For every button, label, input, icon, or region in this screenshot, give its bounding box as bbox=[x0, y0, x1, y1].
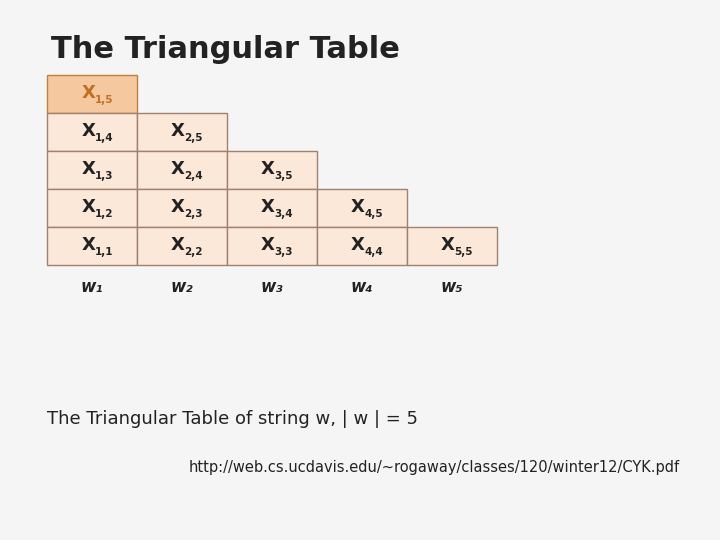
FancyBboxPatch shape bbox=[47, 189, 137, 227]
Text: 5,5: 5,5 bbox=[454, 247, 472, 256]
Text: 4,4: 4,4 bbox=[364, 247, 383, 256]
Text: 1,3: 1,3 bbox=[94, 171, 113, 181]
Text: 3,5: 3,5 bbox=[274, 171, 293, 181]
FancyBboxPatch shape bbox=[137, 189, 227, 227]
Text: X: X bbox=[81, 236, 95, 254]
Text: w₃: w₃ bbox=[261, 278, 283, 296]
FancyBboxPatch shape bbox=[47, 75, 137, 113]
Text: X: X bbox=[261, 160, 275, 178]
FancyBboxPatch shape bbox=[47, 113, 137, 151]
FancyBboxPatch shape bbox=[227, 151, 317, 189]
Text: X: X bbox=[261, 236, 275, 254]
Text: 2,5: 2,5 bbox=[184, 133, 203, 143]
FancyBboxPatch shape bbox=[407, 227, 497, 265]
Text: X: X bbox=[81, 160, 95, 178]
Text: X: X bbox=[81, 122, 95, 140]
Text: 2,3: 2,3 bbox=[184, 209, 203, 219]
FancyBboxPatch shape bbox=[317, 189, 407, 227]
Text: X: X bbox=[261, 198, 275, 216]
Text: 3,4: 3,4 bbox=[274, 209, 293, 219]
Text: 4,5: 4,5 bbox=[364, 209, 383, 219]
FancyBboxPatch shape bbox=[227, 189, 317, 227]
Text: X: X bbox=[171, 198, 185, 216]
Text: The Triangular Table: The Triangular Table bbox=[51, 35, 400, 64]
FancyBboxPatch shape bbox=[47, 227, 137, 265]
Text: X: X bbox=[81, 84, 95, 102]
Text: The Triangular Table of string w, | w | = 5: The Triangular Table of string w, | w | … bbox=[47, 410, 418, 428]
Text: w₄: w₄ bbox=[351, 278, 373, 296]
Text: w₂: w₂ bbox=[171, 278, 193, 296]
Text: X: X bbox=[171, 160, 185, 178]
Text: 1,5: 1,5 bbox=[94, 94, 113, 105]
Text: X: X bbox=[81, 198, 95, 216]
Text: 2,4: 2,4 bbox=[184, 171, 203, 181]
Text: 2,2: 2,2 bbox=[184, 247, 203, 256]
Text: w₅: w₅ bbox=[440, 278, 463, 296]
Text: http://web.cs.ucdavis.edu/~rogaway/classes/120/winter12/CYK.pdf: http://web.cs.ucdavis.edu/~rogaway/class… bbox=[189, 460, 680, 475]
FancyBboxPatch shape bbox=[317, 227, 407, 265]
FancyBboxPatch shape bbox=[137, 151, 227, 189]
Text: X: X bbox=[351, 236, 365, 254]
FancyBboxPatch shape bbox=[137, 113, 227, 151]
Text: X: X bbox=[441, 236, 454, 254]
FancyBboxPatch shape bbox=[227, 227, 317, 265]
Text: X: X bbox=[351, 198, 365, 216]
Text: X: X bbox=[171, 236, 185, 254]
Text: 3,3: 3,3 bbox=[274, 247, 293, 256]
Text: w₁: w₁ bbox=[81, 278, 104, 296]
Text: 1,4: 1,4 bbox=[94, 133, 113, 143]
Text: 1,2: 1,2 bbox=[94, 209, 113, 219]
Text: 1,1: 1,1 bbox=[94, 247, 113, 256]
Text: X: X bbox=[171, 122, 185, 140]
FancyBboxPatch shape bbox=[137, 227, 227, 265]
FancyBboxPatch shape bbox=[47, 151, 137, 189]
